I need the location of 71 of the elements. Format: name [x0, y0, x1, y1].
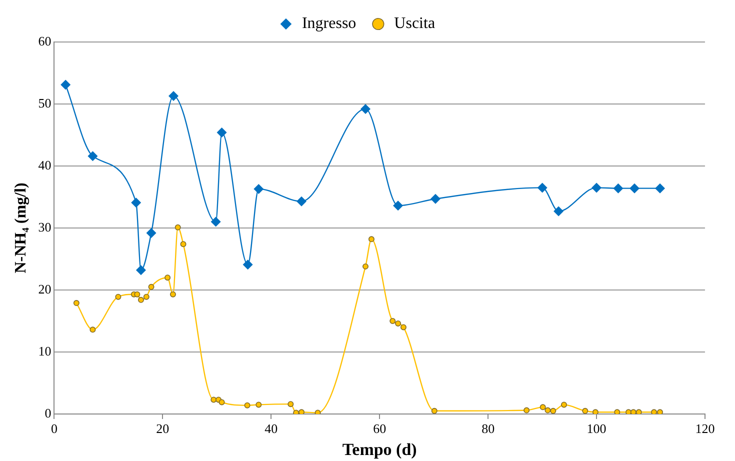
point — [362, 263, 368, 270]
x-axis-title: Tempo (d) — [342, 440, 417, 460]
point — [614, 409, 620, 414]
point — [170, 291, 176, 298]
y-axis-title: N-NH₄ (mg/l) — [12, 182, 30, 274]
point — [651, 409, 658, 414]
y-tick-label: 0 — [44, 405, 52, 420]
point — [115, 294, 122, 300]
point — [136, 265, 146, 276]
point — [244, 402, 250, 408]
point — [560, 402, 567, 408]
x-tick-label: 60 — [373, 421, 386, 436]
point — [393, 200, 404, 211]
legend-label: Uscita — [394, 15, 436, 32]
point — [180, 241, 186, 248]
point — [138, 296, 144, 303]
point — [168, 90, 179, 101]
point — [613, 183, 624, 194]
x-tick-label: 20 — [156, 421, 170, 436]
point — [629, 183, 640, 194]
point — [288, 401, 294, 408]
point — [296, 196, 307, 206]
point — [540, 404, 546, 410]
x-tick-label: 120 — [695, 421, 715, 436]
point — [537, 182, 548, 193]
point — [400, 324, 406, 330]
point — [242, 260, 253, 270]
x-tick-label: 40 — [264, 421, 278, 436]
point — [524, 407, 530, 414]
point — [256, 402, 262, 408]
point — [210, 216, 221, 227]
point — [131, 198, 142, 208]
point — [174, 224, 181, 230]
point — [164, 274, 171, 281]
y-tick-label: 40 — [38, 157, 52, 172]
point — [544, 407, 551, 414]
y-tick-label: 60 — [38, 33, 52, 48]
point — [368, 236, 374, 242]
point — [254, 184, 264, 194]
point — [582, 408, 588, 414]
point — [431, 408, 438, 414]
point — [218, 399, 225, 406]
y-tick-label: 20 — [38, 281, 52, 296]
point — [216, 128, 227, 138]
y-tick-label: 10 — [38, 343, 52, 358]
point — [390, 318, 396, 324]
point — [592, 409, 598, 414]
point — [88, 151, 98, 162]
x-tick-label: 80 — [482, 421, 495, 436]
point — [146, 228, 156, 238]
point — [148, 284, 154, 290]
legend-label: Ingresso — [302, 15, 356, 32]
point — [630, 409, 636, 414]
point — [654, 183, 665, 194]
point — [73, 300, 80, 306]
point — [636, 409, 642, 414]
point — [134, 291, 140, 298]
point — [60, 80, 71, 90]
point — [430, 194, 440, 204]
x-tick-label: 100 — [586, 421, 606, 436]
point — [554, 206, 564, 216]
point — [592, 182, 602, 193]
y-tick-label: 50 — [38, 95, 52, 110]
point — [298, 409, 305, 414]
point — [143, 294, 150, 300]
point — [90, 326, 96, 333]
y-tick-label: 30 — [38, 219, 52, 234]
point — [550, 408, 556, 414]
point — [395, 320, 402, 326]
point — [360, 104, 370, 114]
point — [656, 409, 663, 414]
